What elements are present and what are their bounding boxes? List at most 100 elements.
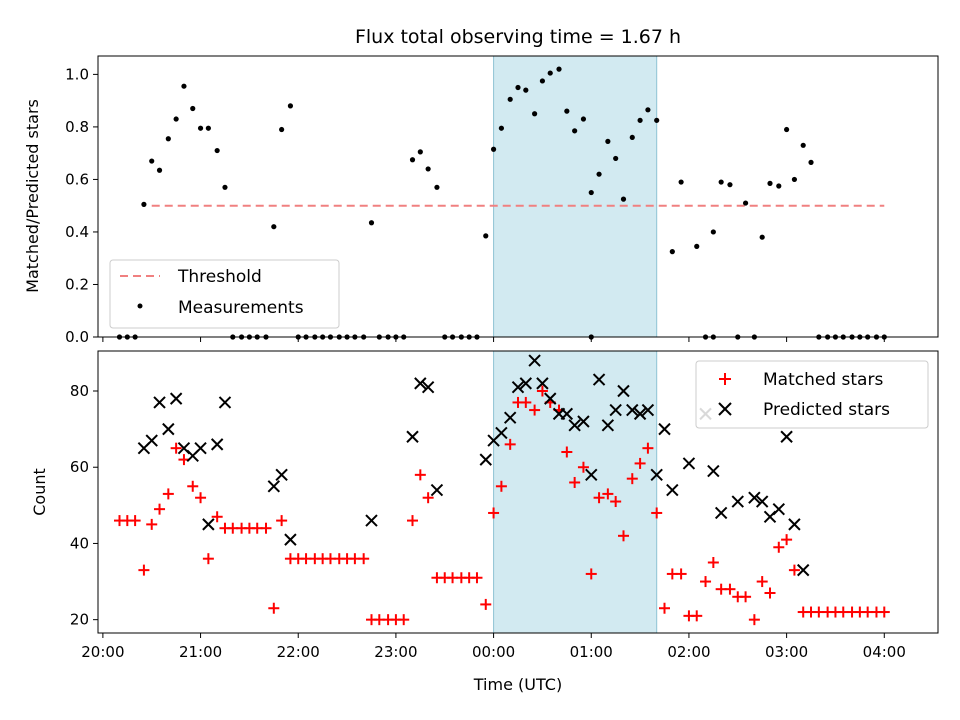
measurement-point	[800, 142, 806, 148]
bottom-y-axis-label: Count	[30, 468, 49, 516]
matched-point	[764, 587, 776, 599]
predicted-point	[666, 483, 679, 497]
matched-point	[756, 576, 768, 588]
measurement-point	[694, 243, 700, 249]
matched-point	[724, 583, 736, 595]
matched-point	[529, 404, 541, 416]
predicted-point	[780, 430, 793, 443]
predicted-point	[714, 506, 728, 520]
top-x-ticks	[102, 337, 885, 342]
measurement-point	[507, 96, 513, 102]
matched-point	[642, 442, 654, 454]
measurement-point	[490, 146, 497, 152]
bottom-panel-frame	[97, 350, 939, 634]
y-tick-label: 0.8	[65, 118, 89, 136]
measurement-point	[515, 84, 521, 91]
matched-point	[748, 614, 760, 626]
measurement-point	[181, 83, 187, 89]
measurement-point	[654, 117, 660, 123]
matched-point	[422, 492, 434, 504]
measurement-point	[637, 117, 643, 123]
measurement-point	[791, 176, 798, 183]
matched-point	[561, 446, 573, 458]
legend-predicted-swatch	[718, 402, 732, 416]
matched-point	[617, 530, 629, 542]
highlight-span	[493, 350, 658, 634]
matched-point	[593, 492, 605, 504]
measurement-point	[523, 87, 529, 93]
predicted-point	[503, 411, 517, 424]
legend-threshold-label: Threshold	[177, 267, 262, 287]
measurement-point	[149, 158, 155, 164]
top-highlight-span	[493, 55, 658, 338]
matched-point	[707, 557, 719, 568]
bottom-y-ticks: 20 40 60 80	[70, 382, 98, 629]
legend-measurements-label: Measurements	[178, 298, 304, 318]
measurement-point	[613, 155, 619, 162]
top-panel: 0.0 0.2 0.4 0.6 0.8 1.0 Flux total observing …	[23, 26, 939, 346]
matched-point	[268, 602, 280, 614]
predicted-point	[479, 453, 492, 466]
matched-point	[504, 438, 516, 450]
measurement-point	[141, 201, 147, 207]
predicted-point	[421, 380, 435, 394]
x-tick-label: 20:00	[81, 643, 124, 661]
matched-point	[651, 507, 663, 519]
matched-point	[154, 503, 166, 515]
measurement-point	[190, 105, 196, 112]
y-tick-label: 20	[70, 611, 89, 629]
matched-point	[659, 602, 671, 614]
predicted-point	[755, 495, 769, 508]
y-tick-label: 80	[70, 382, 89, 400]
measurement-point	[767, 180, 773, 186]
matched-point	[407, 515, 419, 527]
measurement-point	[368, 220, 375, 226]
predicted-point	[707, 464, 720, 478]
measurement-point	[279, 126, 285, 133]
predicted-point	[194, 441, 207, 455]
top-title: Flux total observing time = 1.67 h	[355, 26, 681, 48]
measurement-point	[434, 184, 440, 190]
matched-point	[626, 473, 638, 485]
measurement-point	[669, 249, 675, 255]
matched-point	[495, 480, 507, 492]
legend-measurements-swatch	[137, 303, 143, 309]
y-tick-label: 60	[70, 458, 89, 476]
predicted-point	[202, 518, 215, 531]
bottom-legend: Matched stars Predicted stars	[695, 360, 929, 429]
matched-point	[610, 496, 622, 508]
matched-point	[260, 522, 272, 534]
predicted-point	[406, 430, 419, 443]
predicted-point	[218, 396, 232, 409]
matched-point	[398, 614, 410, 626]
highlight-span	[493, 55, 658, 338]
legend-predicted-label: Predicted stars	[763, 400, 890, 420]
predicted-point	[210, 438, 224, 451]
top-legend-box	[109, 259, 340, 329]
predicted-point	[430, 483, 444, 497]
measurement-point	[271, 224, 277, 230]
predicted-point	[162, 422, 175, 436]
legend-matched-swatch	[719, 373, 731, 385]
measurement-point	[572, 128, 578, 134]
predicted-point	[267, 480, 281, 493]
measurement-point	[629, 134, 635, 141]
measurement-point	[483, 233, 489, 239]
y-tick-label: 0.0	[65, 328, 89, 346]
matched-point	[700, 576, 712, 588]
bottom-legend-box	[695, 360, 929, 429]
matched-point	[569, 476, 581, 488]
matched-point	[634, 457, 646, 469]
matched-point	[577, 461, 589, 473]
measurement-point	[165, 136, 171, 142]
matched-point	[358, 553, 370, 565]
y-tick-label: 40	[70, 534, 89, 552]
measurement-point	[532, 111, 538, 117]
predicted-point	[650, 468, 663, 482]
measurement-point	[645, 107, 651, 113]
measurement-point	[605, 138, 611, 144]
matched-point	[781, 534, 793, 546]
matched-point	[162, 488, 174, 500]
predicted-point	[519, 377, 533, 390]
matched-point	[740, 591, 752, 603]
